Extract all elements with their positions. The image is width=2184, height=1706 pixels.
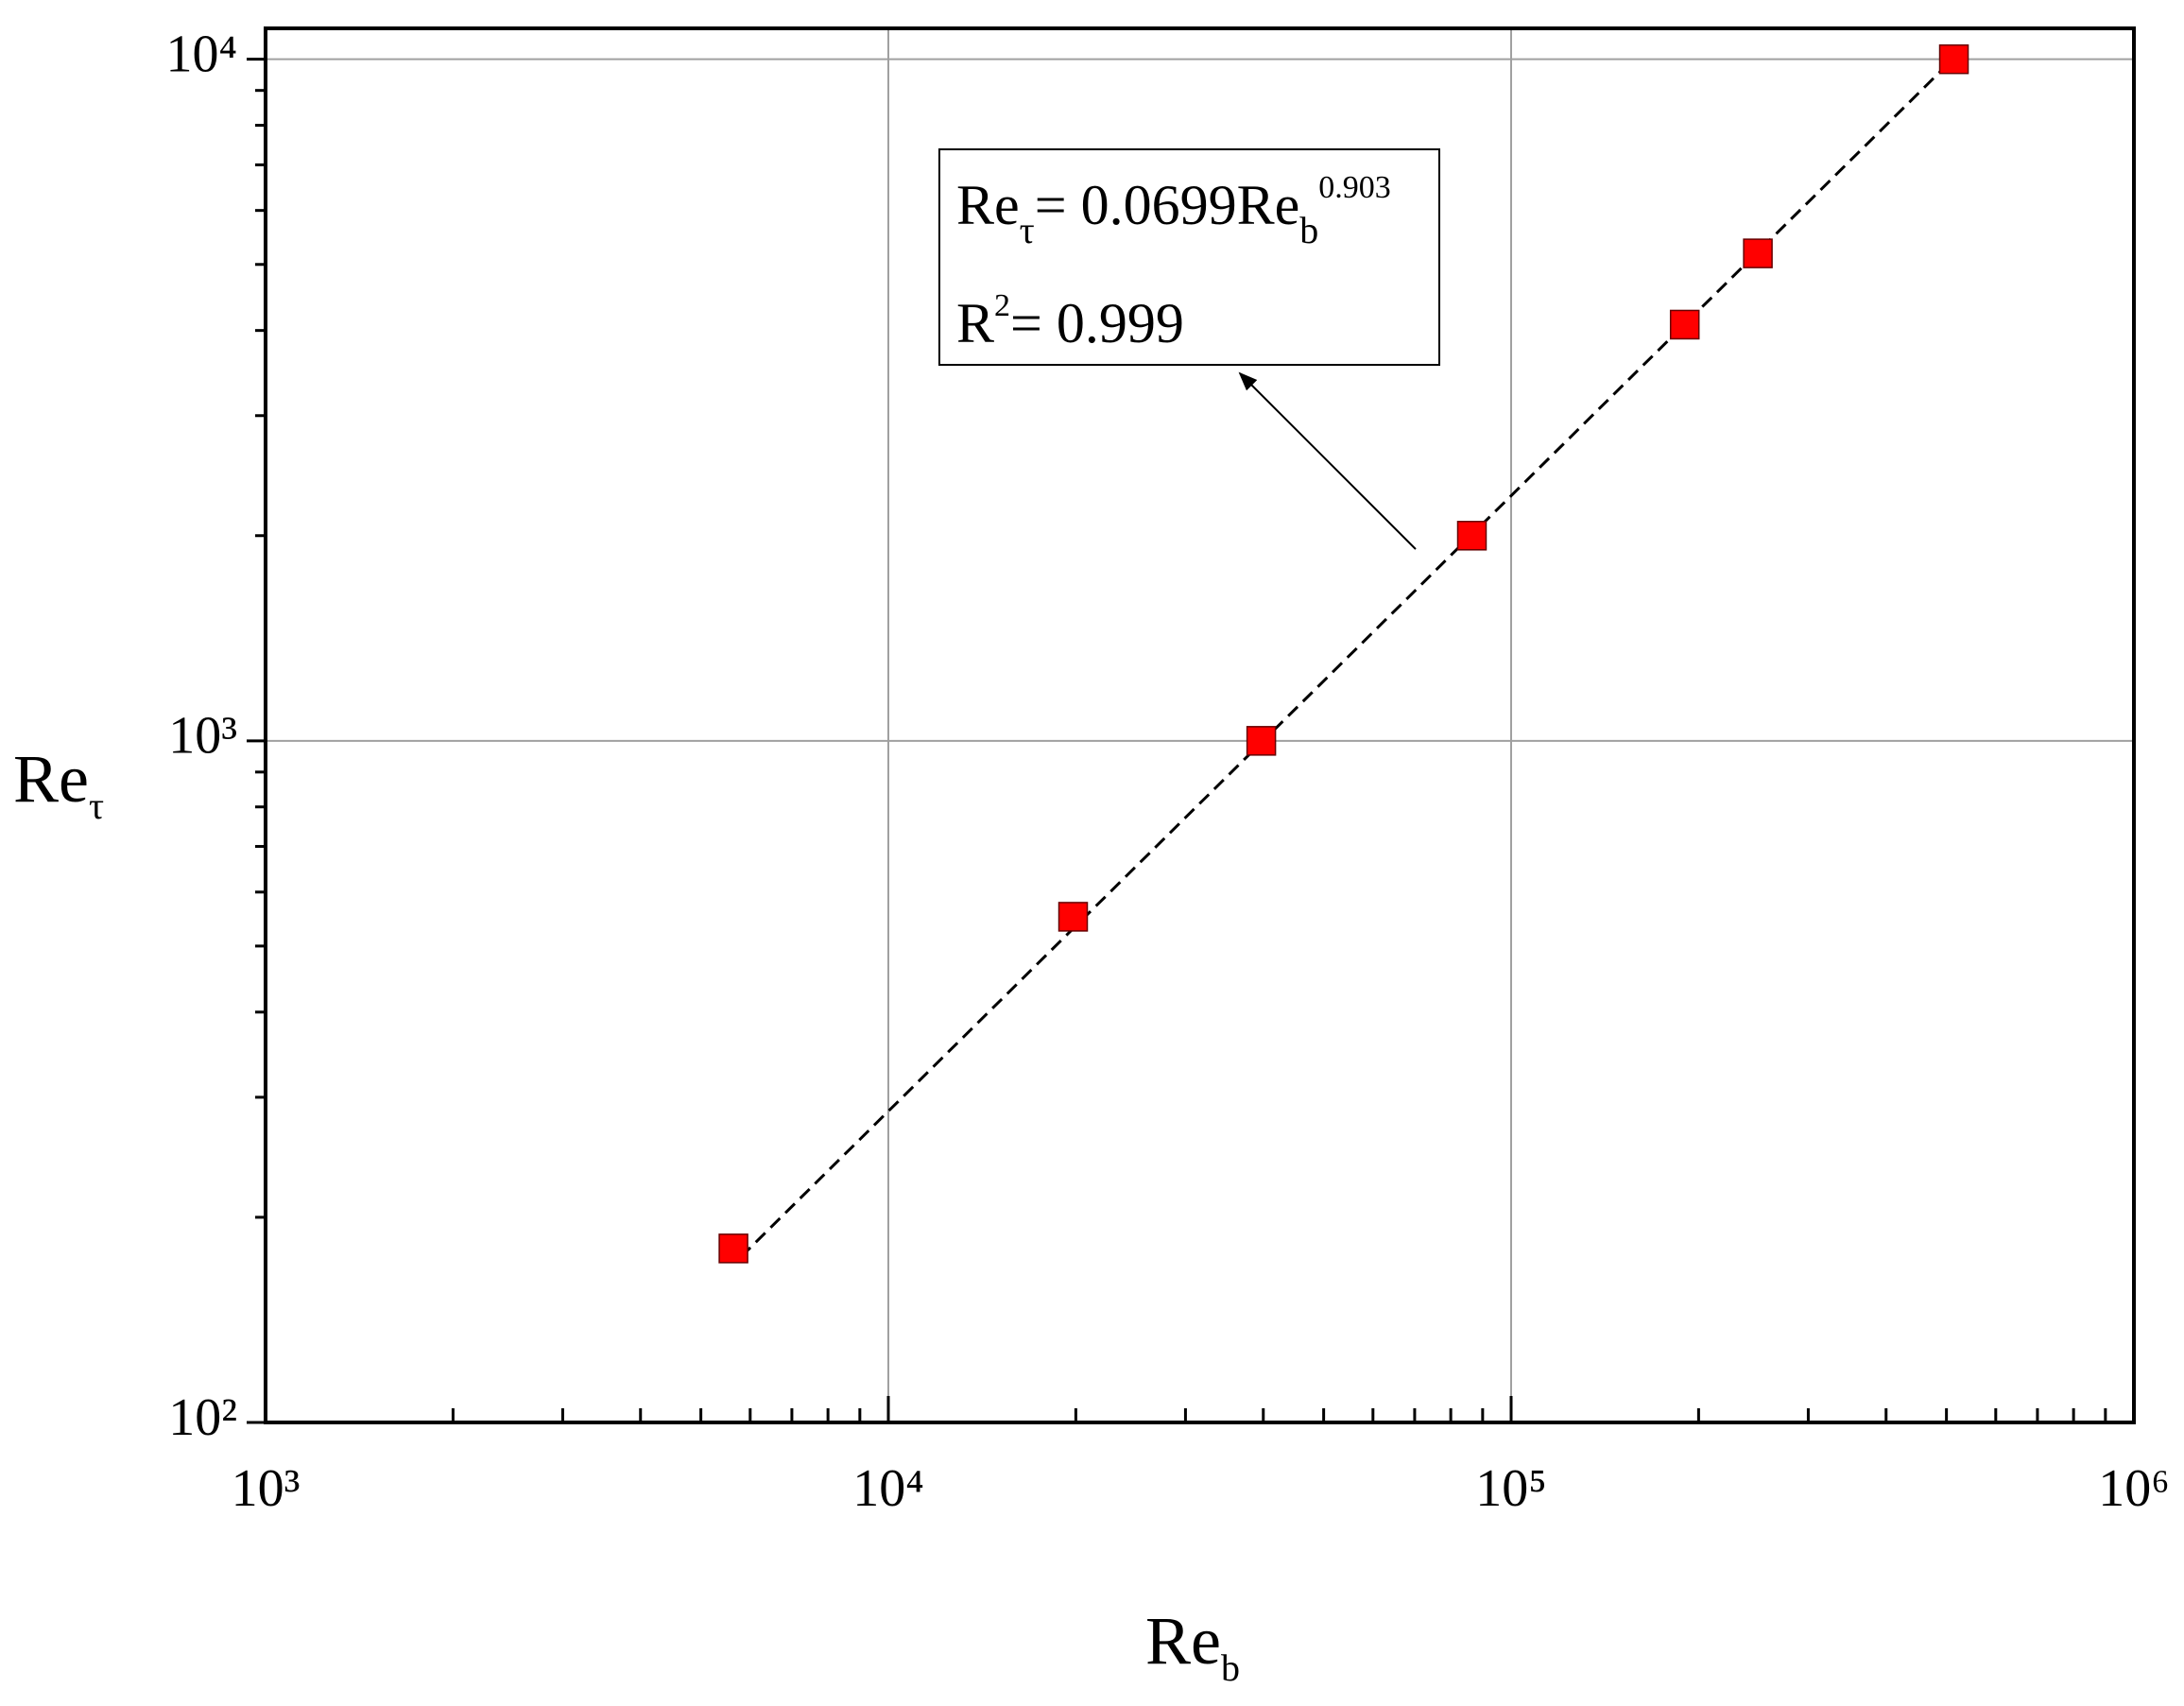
y-axis-label: Reτ — [13, 741, 104, 827]
annotation-part: R — [956, 292, 994, 354]
marker — [718, 1233, 748, 1264]
marker — [1058, 902, 1089, 932]
marker — [1743, 238, 1773, 268]
annotation-part: 0.903 — [1318, 170, 1391, 205]
annotation-text: R2= 0.999 — [956, 288, 1184, 354]
x-tick-label: 10⁴ — [852, 1459, 924, 1518]
x-axis-label: Reb — [1145, 1603, 1240, 1689]
fit-line — [740, 64, 1948, 1258]
annotation-part: 2 — [994, 288, 1010, 323]
annotation-box — [938, 148, 1440, 366]
y-axis-label-sub: τ — [89, 784, 104, 827]
marker — [1246, 726, 1277, 756]
x-tick-label: 10⁵ — [1475, 1459, 1547, 1518]
annotation-text: Reτ= 0.0699Reb0.903 — [956, 170, 1391, 251]
x-axis-label-sub: b — [1221, 1646, 1240, 1689]
annotation-part: = 0.0699Re — [1035, 174, 1300, 236]
x-tick-label: 10³ — [232, 1459, 301, 1518]
annotation-part: Re — [956, 174, 1020, 236]
annotation: Reτ= 0.0699Reb0.903 R2= 0.999 — [938, 148, 1440, 550]
marker — [1669, 309, 1700, 340]
x-tick-label: 10⁶ — [2098, 1459, 2170, 1518]
x-axis-label-base: Re — [1145, 1603, 1221, 1679]
annotation-part: τ — [1020, 209, 1035, 251]
marker — [1456, 521, 1488, 551]
grid — [266, 28, 2134, 1422]
y-tick-label: 10³ — [168, 707, 237, 766]
annotation-part: = 0.999 — [1010, 292, 1184, 354]
y-tick-label: 10⁴ — [165, 26, 237, 84]
plot-area — [718, 43, 1969, 1264]
y-tick-label: 10² — [168, 1388, 237, 1447]
annotation-arrow — [1238, 371, 1417, 550]
plot-frame — [264, 26, 2136, 1424]
annotation-part: b — [1299, 209, 1318, 251]
marker — [1938, 43, 1969, 75]
y-axis-label-base: Re — [13, 741, 89, 817]
